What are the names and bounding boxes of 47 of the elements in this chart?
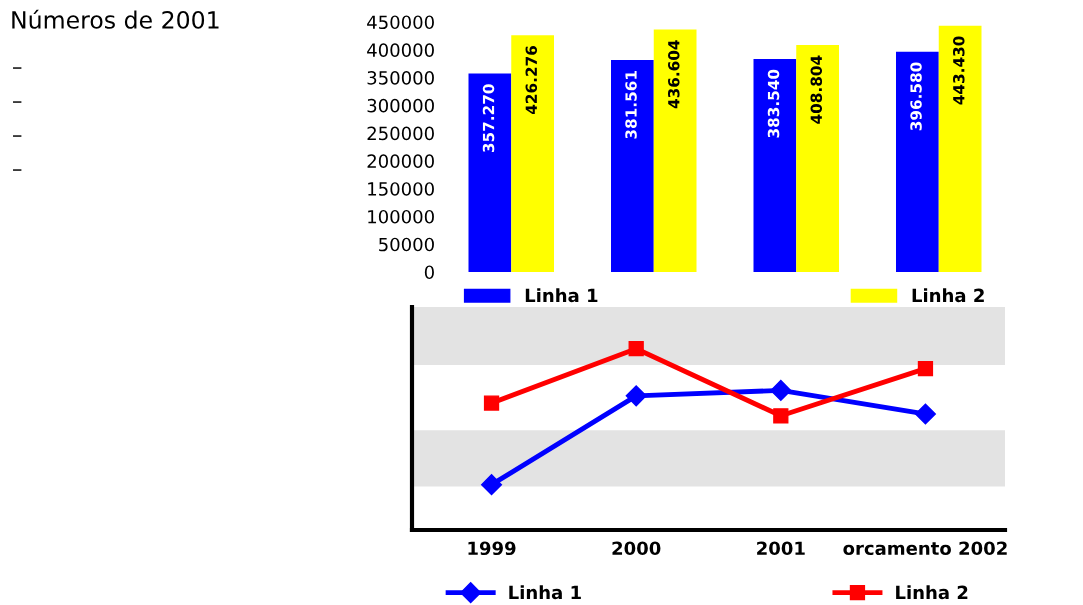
y-tick-label: 150000 xyxy=(368,182,434,196)
legend-label: Linha 1 xyxy=(525,288,598,303)
bar xyxy=(468,73,512,272)
bar xyxy=(796,44,839,272)
data-label: 381.561 xyxy=(625,71,637,139)
x-tick-label: 2001 xyxy=(757,541,805,556)
legend-label: Linha 2 xyxy=(912,288,984,303)
data-label: 436.604 xyxy=(668,40,680,109)
x-tick-label: orcamento 2002 xyxy=(843,541,1007,556)
legend-label: Linha 2 xyxy=(896,585,968,600)
text: – xyxy=(13,169,22,171)
bar xyxy=(511,35,554,272)
text: Números de 2001 xyxy=(12,9,219,29)
text: – xyxy=(13,67,22,69)
point xyxy=(770,379,792,401)
text: – xyxy=(13,135,22,137)
bar xyxy=(896,51,939,272)
y-tick-label: 450000 xyxy=(367,15,434,30)
y-tick-label: 400000 xyxy=(367,43,434,57)
point xyxy=(773,408,789,424)
point xyxy=(481,474,503,496)
y-tick-label: 50000 xyxy=(379,237,434,252)
y-tick-label: 350000 xyxy=(367,71,434,85)
data-label: 396.580 xyxy=(910,62,922,131)
data-label: 408.804 xyxy=(810,55,823,124)
x-tick-label: 2000 xyxy=(612,541,661,556)
bar xyxy=(753,58,797,272)
point xyxy=(917,361,934,377)
legend-label: Linha 1 xyxy=(509,585,581,600)
point xyxy=(625,385,647,407)
bar xyxy=(938,25,982,272)
y-tick-label: 200000 xyxy=(367,154,434,169)
data-label: 383.540 xyxy=(767,69,780,138)
bar xyxy=(653,29,697,272)
point xyxy=(483,395,500,411)
data-label: 426.276 xyxy=(525,46,538,115)
y-tick-label: 100000 xyxy=(368,209,434,224)
y-tick-label: 300000 xyxy=(367,98,434,113)
data-label: 443.430 xyxy=(953,36,965,105)
y-tick-label: 250000 xyxy=(367,126,434,141)
text: – xyxy=(13,101,22,103)
bar xyxy=(611,60,654,272)
point xyxy=(914,403,936,425)
x-tick-label: 1999 xyxy=(468,541,516,556)
point xyxy=(628,341,644,357)
data-label: 357.270 xyxy=(482,84,495,153)
y-tick-label: 0 xyxy=(424,265,434,280)
